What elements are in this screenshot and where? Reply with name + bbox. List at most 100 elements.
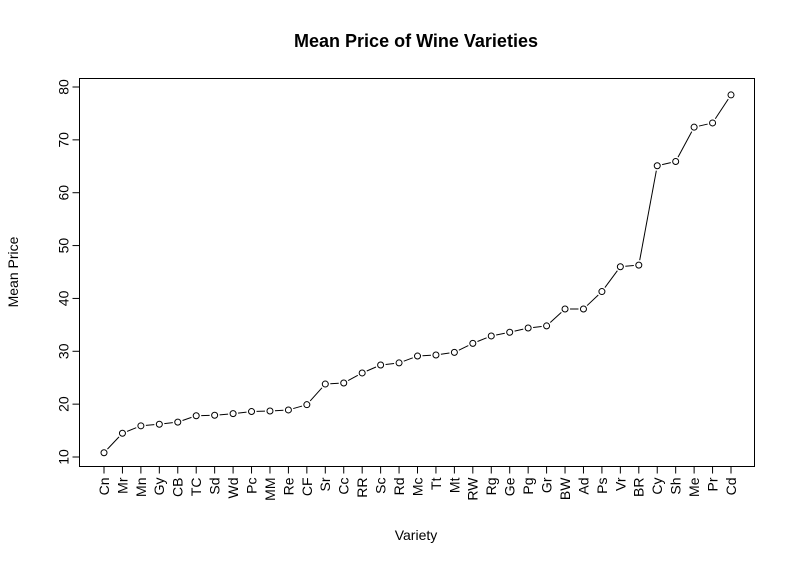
series-segment [237,411,247,414]
series-segment [126,427,137,432]
x-tick-label: Ad [575,478,591,495]
x-tick-label: Me [686,477,702,497]
x-tick-label: Tt [428,477,444,490]
series-segment [477,337,487,342]
data-point-tt [432,351,440,359]
data-point-sr [321,380,329,388]
series-segment [145,424,155,426]
data-point-cb [174,418,182,426]
x-tick-label: Cc [336,478,352,495]
series-segment [309,387,323,402]
data-point-wd [229,410,237,418]
y-tick-label: 20 [55,396,71,412]
data-point-pr [709,119,717,127]
series-segment [458,345,469,351]
data-point-br [635,261,643,269]
series-segment [533,325,542,328]
y-tick-label: 30 [55,343,71,359]
data-point-pg [524,324,532,332]
x-tick-label: Mt [446,477,462,493]
x-tick-label: Gy [151,478,167,496]
x-tick-label: Gr [538,477,554,493]
y-tick-label: 80 [55,79,71,95]
data-point-cy [653,162,661,170]
x-tick-label: Mn [133,478,149,497]
x-tick-label: Sr [317,477,333,491]
series-segment [164,422,173,425]
data-point-mm [266,407,274,415]
x-tick-label: Sc [373,478,389,494]
data-point-gy [155,420,163,428]
x-tick-label: Sd [207,478,223,495]
x-tick-label: BR [631,478,647,497]
data-point-rg [487,332,495,340]
data-point-ad [579,305,587,313]
x-tick-label: Pr [704,477,720,491]
series-segment [625,265,634,267]
x-tick-label: CB [170,478,186,497]
data-point-mt [450,348,458,356]
y-tick-label: 40 [55,290,71,306]
x-tick-label: Mc [409,478,425,497]
series-segment [677,131,693,158]
data-point-sh [672,158,680,166]
series-segment [604,270,618,288]
data-point-pc [248,408,256,416]
x-tick-label: BW [557,477,573,500]
y-tick-label: 60 [55,185,71,201]
data-point-sc [377,361,385,369]
x-tick-label: Mr [114,477,130,494]
data-point-tc [192,412,200,420]
x-tick-label: Pc [243,478,259,494]
data-point-ge [506,328,514,336]
data-point-rw [469,339,477,347]
x-tick-label: Ge [502,477,518,496]
series-segment [514,328,524,332]
x-tick-label: RW [465,477,481,501]
data-point-cd [727,91,735,99]
y-tick-label: 10 [55,449,71,465]
data-point-mn [137,422,145,430]
data-point-vr [616,263,624,271]
data-point-mc [414,352,421,360]
series-segment [293,405,303,410]
series-segment [403,357,413,362]
data-point-cc [340,379,348,387]
x-tick-label: Cy [649,478,665,495]
x-axis-label: Variety [395,527,438,543]
data-points-group [100,91,735,457]
x-tick-label: Re [280,477,296,495]
data-point-ps [598,288,606,296]
x-tick-label: Rd [391,478,407,496]
x-tick-label: Sh [668,478,684,495]
data-point-cf [303,401,311,409]
x-tick-label: Wd [225,478,241,499]
series-segment [698,123,708,127]
series-segment [714,98,729,120]
chart-title: Mean Price of Wine Varieties [294,31,538,51]
series-segment [586,294,599,306]
x-tick-label: MM [262,478,278,501]
x-tick-label: Cd [723,478,739,496]
data-point-bw [561,305,569,313]
plot-area-border [79,78,755,467]
x-tick-label: Ps [594,478,610,494]
data-point-re [284,406,292,414]
x-tick-label: Cn [96,478,112,496]
x-tick-label: RR [354,478,370,498]
series-segment [366,366,377,372]
series-segment [661,162,671,166]
data-point-rr [358,369,366,377]
data-point-rd [395,359,403,367]
data-point-sd [211,411,219,419]
series-segment [107,436,120,450]
series-segment [440,352,450,355]
series-segment [347,374,359,382]
data-point-cn [100,449,108,457]
x-axis: Cn Mr Mn Gy CB TC Sd Wd Pc MM Re CF Sr Cc RR Sc Rd Mc Tt Mt… [96,466,739,501]
x-tick-label: TC [188,478,204,497]
y-axis: 10 20 30 40 50 60 70 80 [55,79,80,465]
data-point-mr [118,429,126,437]
